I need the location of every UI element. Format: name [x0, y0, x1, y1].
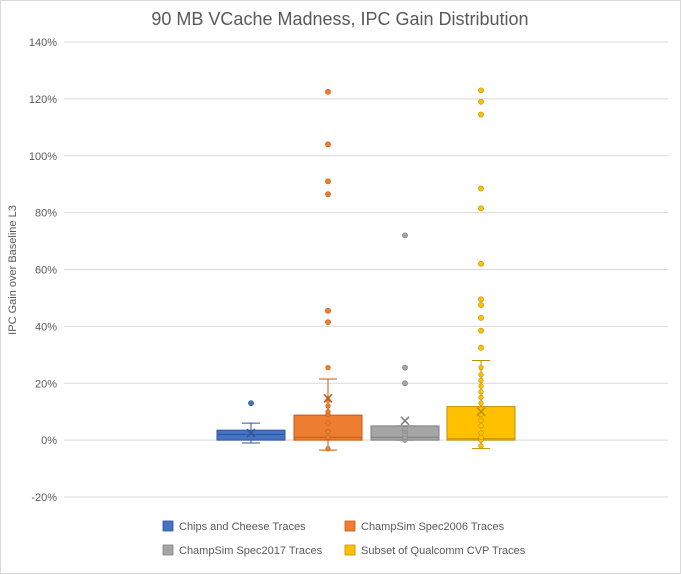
gridlines: [64, 41, 668, 498]
data-point: [478, 423, 484, 429]
y-tick-label: 140%: [29, 37, 57, 49]
outlier-point: [478, 205, 484, 212]
legend-swatch: [344, 544, 356, 556]
y-tick-label: 20%: [35, 378, 57, 390]
data-point: [402, 426, 408, 432]
outlier-point: [325, 307, 331, 314]
outlier-point: [325, 178, 331, 185]
data-point: [478, 400, 484, 406]
outlier-point: [402, 364, 408, 371]
data-point: [325, 420, 331, 426]
mean-marker-stroke: [400, 416, 410, 426]
legend-item: ChampSim Spec2006 Traces: [344, 520, 505, 533]
mean-marker-stroke: [476, 407, 486, 417]
y-tick-label: 0%: [41, 435, 57, 447]
box-series-group: [216, 87, 516, 452]
outlier-point: [478, 98, 484, 105]
y-tick-label: -20%: [31, 492, 57, 504]
data-point: [478, 443, 484, 449]
data-point: [478, 365, 484, 371]
outlier-point: [478, 344, 484, 351]
legend-item: Chips and Cheese Traces: [162, 520, 306, 533]
data-point: [325, 403, 331, 409]
box-series: [446, 87, 516, 450]
y-tick-label: 40%: [35, 321, 57, 333]
data-point: [478, 434, 484, 440]
legend-swatch: [344, 520, 356, 532]
data-point: [478, 389, 484, 395]
mean-marker: [476, 407, 486, 417]
outlier-point: [478, 185, 484, 192]
data-point: [325, 446, 331, 452]
data-point: [325, 409, 331, 415]
box: [293, 414, 363, 441]
box-series: [370, 232, 440, 443]
y-axis-ticks: -20% 0% 20% 40% 60% 80% 100% 120% 140%: [29, 37, 57, 504]
outlier-point: [325, 319, 331, 326]
mean-marker: [323, 393, 333, 403]
legend-swatch: [162, 520, 174, 532]
legend-label: ChampSim Spec2017 Traces: [179, 545, 323, 557]
outlier-point: [325, 88, 331, 95]
legend-swatch: [162, 544, 174, 556]
outlier-point: [478, 314, 484, 321]
outlier-point: [325, 191, 331, 198]
mean-marker: [400, 416, 410, 426]
y-tick-label: 80%: [35, 208, 57, 220]
outlier-point: [325, 141, 331, 148]
box: [216, 429, 286, 441]
box-series: [216, 400, 286, 444]
y-tick-label: 60%: [35, 265, 57, 277]
legend-item: Subset of Qualcomm CVP Traces: [344, 544, 526, 557]
box-series: [293, 88, 363, 452]
data-point: [478, 377, 484, 384]
outlier-point: [478, 87, 484, 94]
outlier-point: [478, 327, 484, 334]
outlier-point: [402, 232, 408, 239]
outlier-point: [402, 380, 408, 387]
outlier-point: [478, 111, 484, 118]
mean-marker-stroke: [246, 428, 256, 438]
outlier-point: [248, 400, 254, 407]
data-point: [478, 417, 484, 423]
outlier-point: [478, 302, 484, 308]
data-point: [325, 365, 331, 371]
data-point: [478, 372, 484, 378]
data-point: [478, 430, 484, 436]
data-point: [325, 434, 331, 440]
legend-label: ChampSim Spec2006 Traces: [361, 521, 505, 533]
y-tick-label: 120%: [29, 94, 57, 106]
legend-label: Subset of Qualcomm CVP Traces: [361, 545, 526, 557]
data-point: [478, 383, 484, 389]
legend-item: ChampSim Spec2017 Traces: [162, 544, 323, 557]
outlier-point: [478, 296, 484, 303]
data-point: [478, 394, 484, 401]
legend: Chips and Cheese Traces ChampSim Spec2006…: [162, 520, 526, 557]
chart-title: 90 MB VCache Madness, IPC Gain Distribut…: [151, 9, 528, 29]
data-point: [325, 428, 331, 435]
legend-label: Chips and Cheese Traces: [179, 521, 306, 533]
mean-marker-stroke: [323, 393, 333, 403]
mean-marker: [246, 428, 256, 438]
y-tick-label: 100%: [29, 151, 57, 163]
outlier-point: [478, 260, 484, 267]
y-axis-label: IPC Gain over Baseline L3: [7, 205, 19, 335]
